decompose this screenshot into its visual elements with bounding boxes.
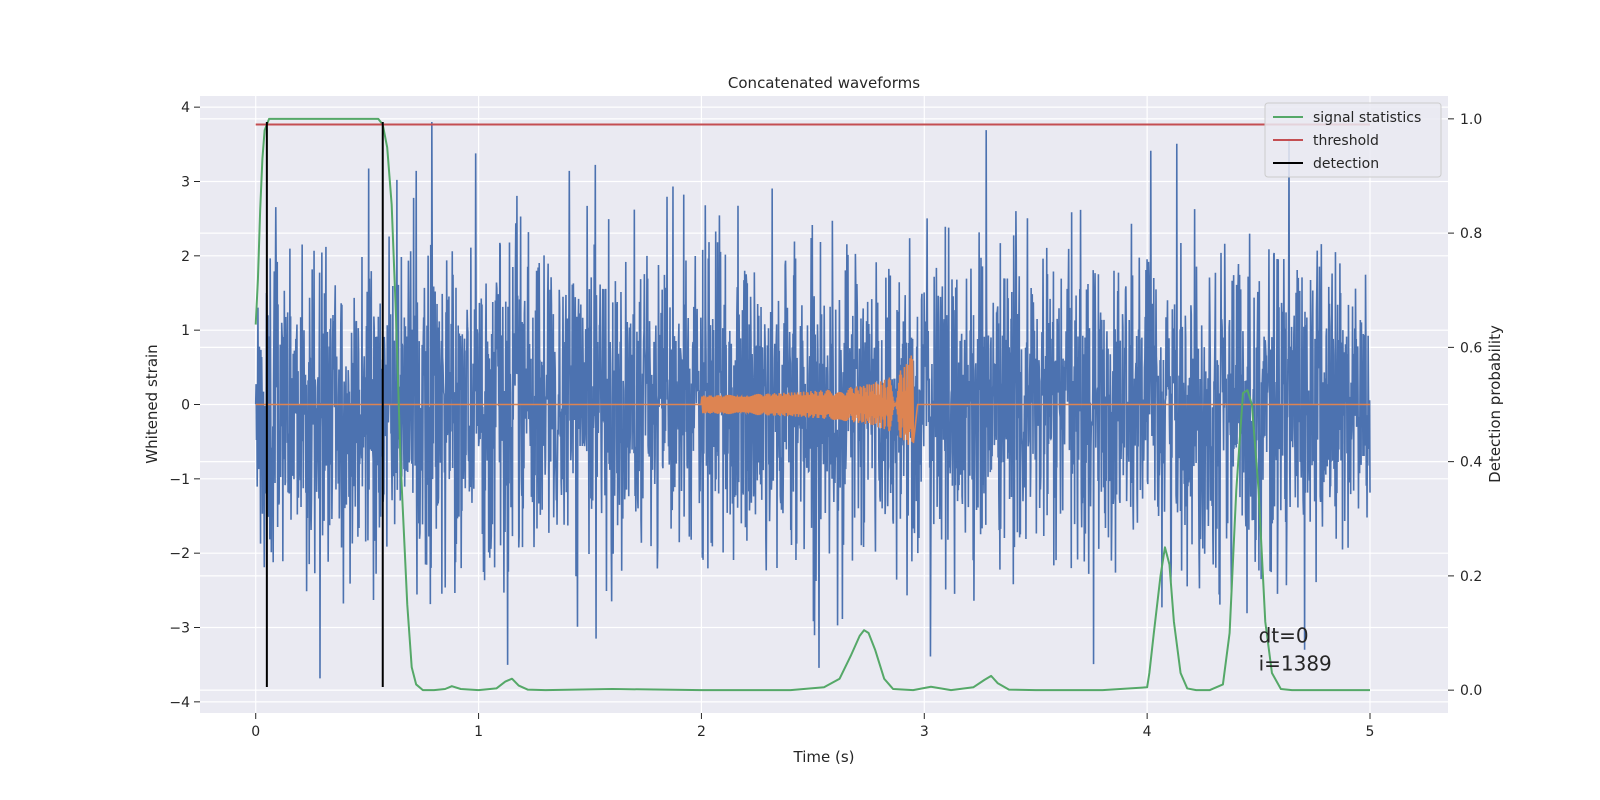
- y-tick-label-left-1: −3: [169, 621, 190, 637]
- axis-ticks: −4 −3 −2 −1 0 1 2 3 4 0.0 0.2 0.4 0.6 0.8 1.0 0 1 2 3 4 5: [169, 100, 1482, 740]
- y-tick-label-left-7: 3: [181, 174, 190, 190]
- y-tick-label-right-0: 0.0: [1460, 683, 1482, 699]
- y-tick-label-right-4: 0.8: [1460, 226, 1482, 242]
- x-tick-label-2: 2: [697, 724, 706, 740]
- x-tick-label-0: 0: [251, 724, 260, 740]
- legend-label-threshold: threshold: [1313, 133, 1379, 149]
- y-tick-label-left-4: 0: [181, 398, 190, 414]
- y-tick-label-left-8: 4: [181, 100, 190, 116]
- x-tick-label-4: 4: [1143, 724, 1152, 740]
- chart-title: Concatenated waveforms: [728, 74, 920, 92]
- y-tick-label-left-5: 1: [181, 323, 190, 339]
- x-tick-label-1: 1: [474, 724, 483, 740]
- legend-label-signal-statistics: signal statistics: [1313, 110, 1421, 126]
- legend: signal statistics threshold detection: [1264, 102, 1442, 178]
- y-tick-label-right-3: 0.6: [1460, 340, 1482, 356]
- y-axis-label-right: Detection probability: [1486, 325, 1504, 483]
- y-tick-label-right-5: 1.0: [1460, 112, 1482, 128]
- x-tick-label-5: 5: [1366, 724, 1375, 740]
- annotation-dt: dt=0: [1259, 623, 1309, 647]
- series-injected-template: [255, 355, 1370, 445]
- y-tick-label-right-1: 0.2: [1460, 569, 1482, 585]
- y-tick-label-right-2: 0.4: [1460, 455, 1482, 471]
- legend-box: [1264, 102, 1442, 178]
- y-tick-label-left-2: −2: [169, 546, 190, 562]
- series-whitened-strain: [254, 122, 1371, 679]
- annotation-index: i=1389: [1259, 652, 1332, 676]
- legend-label-detection: detection: [1313, 156, 1379, 172]
- x-axis-label: Time (s): [793, 748, 855, 766]
- chart-marks: [254, 117, 1370, 692]
- y-axis-label-left: Whitened strain: [143, 344, 161, 463]
- y-tick-label-left-6: 2: [181, 249, 190, 265]
- x-tick-label-3: 3: [920, 724, 929, 740]
- y-tick-label-left-3: −1: [169, 472, 190, 488]
- y-tick-label-left-0: −4: [169, 695, 190, 711]
